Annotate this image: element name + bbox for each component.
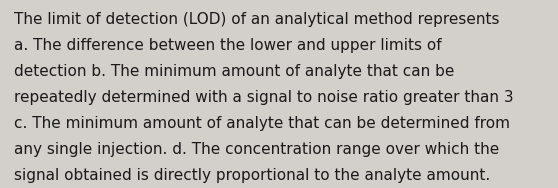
Text: signal obtained is directly proportional to the analyte amount.: signal obtained is directly proportional… xyxy=(14,168,490,183)
Text: detection b. The minimum amount of analyte that can be: detection b. The minimum amount of analy… xyxy=(14,64,454,79)
Text: The limit of detection (LOD) of an analytical method represents: The limit of detection (LOD) of an analy… xyxy=(14,12,499,27)
Text: any single injection. d. The concentration range over which the: any single injection. d. The concentrati… xyxy=(14,142,499,157)
Text: repeatedly determined with a signal to noise ratio greater than 3: repeatedly determined with a signal to n… xyxy=(14,90,513,105)
Text: c. The minimum amount of analyte that can be determined from: c. The minimum amount of analyte that ca… xyxy=(14,116,510,131)
Text: a. The difference between the lower and upper limits of: a. The difference between the lower and … xyxy=(14,38,441,53)
